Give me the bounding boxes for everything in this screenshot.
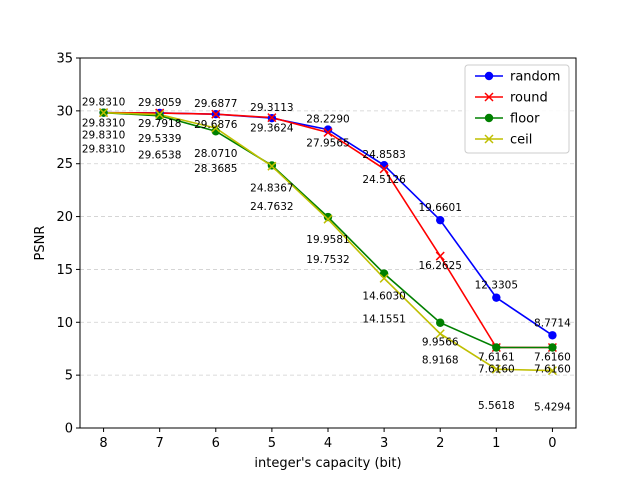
x-tick-label: 7 [156, 436, 164, 451]
data-point-ceil [547, 366, 557, 376]
data-label-floor: 9.9566 [422, 337, 459, 349]
data-point-ceil [491, 364, 501, 374]
y-tick-label: 35 [56, 52, 73, 67]
y-tick-label: 20 [56, 210, 73, 225]
data-label-round: 29.3624 [250, 123, 294, 135]
x-tick-label: 4 [324, 436, 332, 451]
y-tick-label: 0 [65, 422, 73, 437]
data-label-round: 7.6160 [534, 351, 571, 363]
data-point-round [267, 113, 277, 123]
data-label-floor: 7.6160 [534, 363, 571, 375]
data-label-ceil: 5.4294 [534, 402, 571, 414]
data-point-ceil [267, 161, 277, 171]
data-label-round: 29.8310 [82, 118, 125, 130]
data-label-random: 29.8310 [82, 97, 125, 109]
x-axis-ticks: 8 7 6 5 4 3 2 1 0 [99, 428, 557, 451]
data-label-floor: 29.8310 [82, 130, 125, 142]
data-point-floor [323, 212, 333, 222]
legend-label-random: random [510, 70, 560, 85]
legend-label-floor: floor [510, 112, 540, 127]
data-label-round: 29.7918 [138, 118, 181, 130]
data-point-random [492, 293, 501, 302]
data-label-round: 7.6161 [478, 351, 515, 363]
data-point-ceil [99, 108, 109, 118]
data-label-random: 8.7714 [534, 317, 571, 329]
data-label-round: 29.6876 [194, 119, 238, 131]
x-tick-label: 1 [492, 436, 500, 451]
data-label-round: 16.2625 [419, 260, 462, 272]
data-point-round [435, 251, 445, 261]
data-point-round [379, 164, 389, 174]
data-point-ceil [379, 273, 389, 283]
data-label-floor: 28.0710 [194, 148, 237, 160]
data-point-floor [379, 269, 389, 278]
x-tick-label: 5 [268, 436, 276, 451]
data-point-ceil [323, 214, 333, 224]
data-label-random: 24.8583 [362, 149, 405, 161]
data-label-floor: 7.6160 [478, 363, 515, 375]
data-label-random: 29.3113 [250, 102, 293, 114]
y-axis-ticks: 0 5 10 15 20 25 30 35 [56, 52, 80, 437]
data-point-floor [492, 343, 501, 352]
data-label-random: 29.8059 [138, 97, 181, 109]
x-tick-label: 0 [548, 436, 556, 451]
data-label-ceil: 29.8310 [82, 144, 125, 156]
series-markers [99, 108, 557, 376]
legend-marker-ceil [484, 134, 494, 144]
y-tick-label: 30 [56, 104, 73, 119]
y-axis-label: PSNR [33, 226, 48, 261]
data-label-ceil: 28.3685 [194, 163, 237, 175]
data-label-random: 19.6601 [419, 202, 462, 214]
y-tick-label: 25 [56, 157, 73, 172]
data-label-random: 12.3305 [475, 280, 518, 292]
data-point-ceil [155, 109, 165, 120]
y-tick-label: 5 [65, 369, 73, 384]
x-tick-label: 2 [436, 436, 444, 451]
data-label-floor: 29.5339 [138, 133, 181, 145]
x-tick-label: 6 [212, 436, 220, 451]
data-label-ceil: 24.7632 [250, 201, 293, 213]
data-label-random: 29.6877 [194, 98, 237, 110]
data-label-round: 24.5126 [362, 174, 406, 186]
legend-marker-random [484, 71, 494, 81]
data-label-ceil: 5.5618 [478, 400, 515, 412]
data-point-random [436, 215, 445, 225]
data-label-ceil: 14.1551 [362, 313, 405, 325]
data-point-floor [436, 318, 445, 327]
data-point-random [548, 331, 557, 340]
data-point-round [211, 109, 221, 119]
x-tick-label: 3 [380, 436, 388, 451]
legend-marker-round [484, 92, 494, 102]
data-label-ceil: 29.6538 [138, 150, 181, 162]
data-label-random: 28.2290 [306, 114, 349, 126]
legend: random round floor ceil [464, 64, 570, 154]
data-point-ceil [211, 123, 221, 133]
legend-label-ceil: ceil [510, 133, 532, 148]
data-point-floor [548, 343, 557, 352]
data-label-ceil: 19.7532 [306, 254, 349, 266]
y-tick-label: 15 [56, 263, 73, 278]
data-point-floor [155, 111, 164, 120]
y-tick-label: 10 [56, 316, 73, 331]
legend-label-round: round [510, 91, 548, 106]
data-label-ceil: 8.9168 [422, 355, 459, 367]
data-label-floor: 24.8367 [250, 182, 293, 194]
data-label-floor: 14.6030 [362, 291, 405, 303]
data-label-round: 27.9565 [306, 137, 349, 149]
data-point-ceil [435, 329, 445, 339]
x-axis-label: integer's capacity (bit) [254, 456, 401, 471]
legend-box [464, 64, 570, 154]
data-label-floor: 19.9581 [306, 234, 349, 246]
x-tick-label: 8 [99, 436, 107, 451]
legend-marker-floor [484, 113, 494, 123]
data-point-random [323, 125, 333, 134]
data-point-round [323, 127, 333, 137]
data-labels: 29.831029.831029.831029.831029.805929.79… [82, 97, 571, 414]
